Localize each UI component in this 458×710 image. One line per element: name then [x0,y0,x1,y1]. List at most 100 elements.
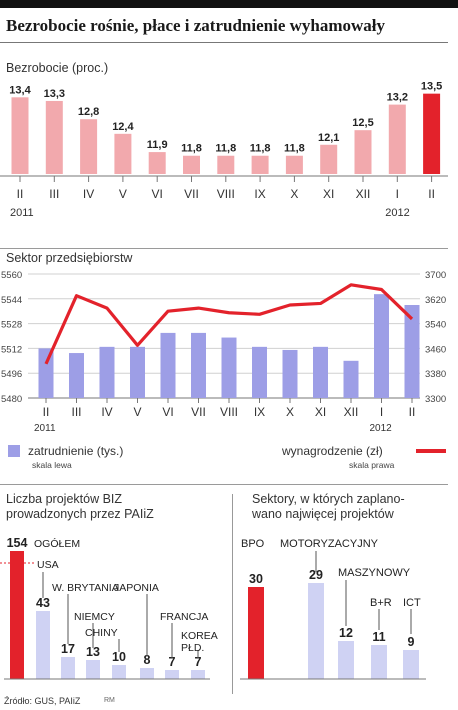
tick-label: VI [152,187,163,201]
tick-label: VIII [220,405,238,419]
biz-projects-title: Liczba projektów BIZ prowadzonych przez … [6,492,154,521]
enterprise-chart: 5480 5496 5512 5528 5544 5560 3300 3380 3460 3540… [1,270,446,434]
bar [248,587,264,679]
sectors-chart: 30 BPO 29 MOTORYZACYJNY 12 MASZYNOWY 11 B+R 9 ICT [240,538,426,680]
bar [191,332,206,398]
bar [388,104,406,174]
tick-label: VII [184,187,199,201]
category-label: ICT [403,597,421,609]
sectors-title: Sektory, w których zaplano- wano najwięc… [252,492,405,521]
bar [160,332,176,398]
right-tick-label: 3540 [425,320,446,331]
bar [252,346,267,398]
tick-label: X [286,405,294,419]
bar [11,97,29,174]
data-label: 13,5 [421,81,442,93]
bar [404,305,420,398]
right-tick-label: 3460 [425,344,446,355]
left-tick-label: 5560 [1,270,22,281]
left-tick-label: 5512 [1,344,22,355]
data-label: 11,8 [181,143,202,155]
category-label: MOTORYZACYJNY [280,538,379,550]
data-label: 10 [112,650,126,664]
legend-employment-swatch [8,445,20,457]
bar [80,119,98,174]
category-label: OGÓŁEM [34,537,80,550]
tick-label: VIII [217,187,235,201]
tick-label: X [290,187,298,201]
bar [191,670,205,679]
category-label: USA [37,559,59,571]
year-label: 2012 [385,207,409,219]
data-label: 154 [7,536,28,550]
tick-label: XI [323,187,334,201]
bar [313,346,328,398]
vertical-divider [232,494,233,694]
bar [45,100,63,174]
bar [86,660,100,679]
tick-label: II [43,405,50,419]
category-label: FRANCJA [160,611,208,623]
category-label: KOREA [181,630,218,642]
right-tick-label: 3380 [425,369,446,380]
tick-label: VII [191,405,206,419]
right-tick-label: 3300 [425,394,446,405]
legend-wage-label: wynagrodzenie (zł) [282,444,383,458]
bar [285,155,303,174]
bar [140,668,154,679]
tick-label: III [49,187,59,201]
tick-label: XI [315,405,326,419]
year-label: 2012 [370,423,393,434]
bar [165,670,179,679]
data-label: 8 [144,653,151,667]
wage-line [44,283,414,365]
left-tick-label: 5528 [1,320,22,331]
top-bar [0,0,458,8]
category-label: PŁD. [181,642,204,654]
data-label: 9 [408,635,415,649]
bar [221,337,237,398]
category-label: CHINY [85,627,118,639]
category-label: B+R [370,597,392,609]
tick-label: XII [356,187,371,201]
bar [36,611,50,679]
category-label: NIEMCY [74,611,115,623]
tick-label: II [409,405,416,419]
left-tick-label: 5496 [1,369,22,380]
separator-2 [0,484,448,485]
bar [338,641,354,679]
bar [10,551,24,679]
year-label: 2011 [34,423,56,434]
tick-label: IV [101,405,112,419]
biz-projects-chart: 154 OGÓŁEM 43 USA 17 W. BRYTANIA 13 NIEMCY 10 CHI… [0,536,218,680]
data-label: 17 [61,642,75,656]
data-label: 11,8 [215,143,236,155]
category-label: JAPONIA [114,582,159,594]
bar [183,155,200,174]
bar [251,155,269,174]
bar [320,144,338,174]
data-label: 13 [86,645,100,659]
bar [217,155,235,174]
data-label: 29 [309,568,323,582]
bar [38,348,54,398]
tick-label: I [396,187,399,201]
data-label: 11,8 [250,143,271,155]
tick-label: IX [254,405,265,419]
unemployment-chart: 13,4II13,3III12,8IV12,4V11,9VI11,8VII11,… [0,81,448,219]
separator-1 [0,248,448,249]
bar [423,93,441,174]
bar [114,133,132,174]
bar [130,346,145,398]
data-label: 12,5 [352,117,373,129]
legend-employment-label: zatrudnienie (tys.) [28,444,124,458]
category-label: W. BRYTANIA [52,582,119,594]
data-label: 11,9 [147,139,168,151]
bar [99,346,115,398]
left-scale-note: skala lewa [32,460,72,470]
data-label: 12,1 [318,132,339,144]
bar [403,650,419,679]
category-label: BPO [241,538,265,550]
data-label: 30 [249,572,263,586]
legend-wage-line [416,449,446,453]
